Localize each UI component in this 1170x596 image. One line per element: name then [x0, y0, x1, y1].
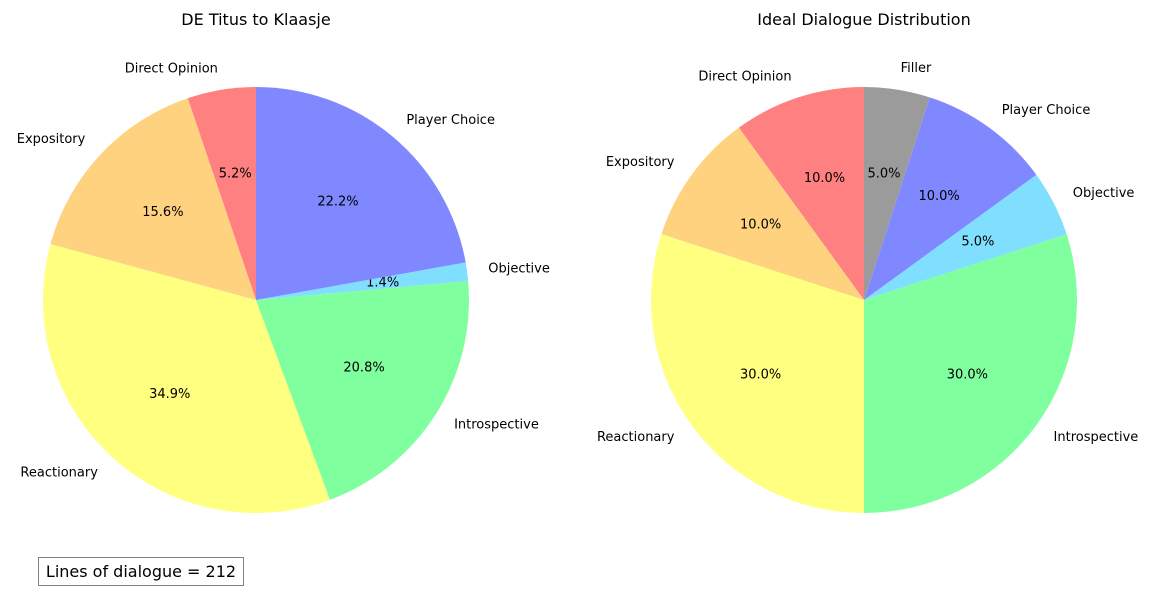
slice-label-expository: Expository: [17, 132, 86, 147]
slice-percent-player-choice: 22.2%: [317, 194, 358, 209]
slice-label-player-choice: Player Choice: [406, 113, 495, 128]
chart-title: Ideal Dialogue Distribution: [757, 10, 970, 29]
slice-percent-direct-opinion: 5.2%: [219, 166, 252, 181]
slice-label-direct-opinion: Direct Opinion: [125, 61, 218, 76]
pie-slice-introspective: [864, 234, 1077, 513]
pie-slice-introspective: [256, 280, 469, 500]
pie-slice-player-choice: [864, 97, 1037, 301]
pie-slice-reactionary: [42, 244, 330, 514]
chart-title: DE Titus to Klaasje: [181, 10, 330, 29]
slice-percent-introspective: 30.0%: [947, 368, 988, 383]
pie-slice-filler: [864, 87, 930, 300]
slice-percent-direct-opinion: 10.0%: [804, 171, 845, 186]
slice-label-reactionary: Reactionary: [20, 465, 98, 480]
pie-slice-expository: [661, 127, 864, 300]
slice-label-filler: Filler: [901, 61, 932, 76]
slice-percent-introspective: 20.8%: [343, 361, 384, 376]
slice-label-expository: Expository: [606, 155, 675, 170]
slice-label-objective: Objective: [1073, 186, 1135, 201]
pie-chart-titus-klaasje: DE Titus to Klaasje Direct Opinion 5.2% Ex…: [17, 10, 550, 514]
slice-percent-filler: 5.0%: [867, 166, 900, 181]
slice-label-introspective: Introspective: [1054, 430, 1139, 445]
slice-label-reactionary: Reactionary: [597, 430, 675, 445]
slice-percent-reactionary: 34.9%: [149, 387, 190, 402]
slice-label-objective: Objective: [488, 261, 550, 276]
pie-slice-direct-opinion: [187, 87, 256, 300]
lines-of-dialogue-annotation: Lines of dialogue = 212: [38, 557, 244, 586]
slice-percent-expository: 10.0%: [740, 217, 781, 232]
pie-slice-direct-opinion: [738, 87, 864, 300]
slice-percent-objective: 5.0%: [961, 234, 994, 249]
slice-percent-player-choice: 10.0%: [918, 189, 959, 204]
slice-label-player-choice: Player Choice: [1002, 103, 1091, 118]
pie-slice-reactionary: [651, 234, 864, 513]
pie-slice-player-choice: [256, 87, 466, 300]
slice-percent-expository: 15.6%: [142, 205, 183, 220]
pie-slice-objective: [256, 262, 469, 300]
slice-percent-reactionary: 30.0%: [740, 368, 781, 383]
slice-label-direct-opinion: Direct Opinion: [698, 70, 791, 85]
pie-slice-expository: [50, 98, 256, 300]
slice-label-introspective: Introspective: [454, 418, 539, 433]
slice-percent-objective: 1.4%: [366, 276, 399, 291]
pie-chart-ideal-distribution: Ideal Dialogue Distribution Direct Opini…: [597, 10, 1138, 513]
pie-slice-objective: [864, 174, 1067, 300]
